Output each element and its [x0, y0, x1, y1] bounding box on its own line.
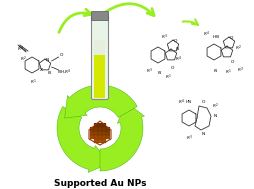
Bar — [106, 131, 109, 135]
Text: $R^2$: $R^2$ — [234, 43, 241, 53]
Bar — [90, 135, 94, 139]
Text: N: N — [45, 58, 49, 62]
Bar — [98, 123, 102, 127]
Text: HN: HN — [185, 100, 191, 104]
Text: $R^4$: $R^4$ — [174, 54, 181, 64]
Text: O: O — [200, 100, 204, 104]
Bar — [94, 40, 105, 55]
Text: X: X — [39, 68, 42, 72]
Bar — [106, 135, 109, 139]
Bar — [90, 131, 94, 135]
Text: O: O — [170, 66, 173, 70]
Text: N: N — [213, 114, 216, 118]
Text: $N$: $N$ — [47, 68, 52, 75]
Bar — [98, 139, 102, 143]
Bar — [102, 127, 106, 131]
Text: O: O — [228, 36, 232, 40]
Text: $R^1$: $R^1$ — [224, 67, 230, 77]
Text: N: N — [201, 132, 204, 136]
Text: $N$: $N$ — [175, 46, 180, 53]
Text: $R^3$: $R^3$ — [17, 44, 23, 54]
Bar — [102, 131, 106, 135]
Text: $R^3$: $R^3$ — [160, 32, 167, 42]
Polygon shape — [57, 106, 109, 172]
Text: $NH$-$R^4$: $NH$-$R^4$ — [57, 67, 72, 77]
Text: $R^4$: $R^4$ — [202, 29, 209, 39]
Bar — [94, 131, 98, 135]
Bar — [94, 135, 98, 139]
FancyBboxPatch shape — [91, 15, 108, 99]
Text: Supported Au NPs: Supported Au NPs — [54, 178, 146, 187]
Bar — [106, 127, 109, 131]
Bar — [94, 123, 98, 127]
Text: $N$: $N$ — [157, 70, 162, 77]
Polygon shape — [65, 85, 137, 118]
Text: $R^4$: $R^4$ — [177, 97, 184, 107]
Polygon shape — [100, 102, 144, 171]
Bar — [94, 139, 98, 143]
Bar — [102, 135, 106, 139]
Text: $R^3$: $R^3$ — [145, 66, 152, 76]
Text: $R^2$: $R^2$ — [211, 101, 217, 111]
Text: O: O — [60, 53, 63, 57]
Text: $R^1$: $R^1$ — [29, 77, 36, 87]
Text: $N$: $N$ — [213, 67, 218, 74]
FancyBboxPatch shape — [91, 12, 108, 20]
Bar — [94, 127, 98, 131]
Text: $HN$: $HN$ — [211, 33, 219, 40]
Text: O: O — [173, 39, 176, 43]
Bar — [98, 135, 102, 139]
Text: $R^3$: $R^3$ — [236, 65, 242, 75]
Bar — [98, 127, 102, 131]
Bar — [90, 127, 94, 131]
Text: O: O — [229, 60, 233, 64]
Text: $R^1$: $R^1$ — [164, 72, 171, 82]
Bar — [102, 139, 106, 143]
Bar — [94, 55, 105, 98]
Text: $R^3$: $R^3$ — [185, 133, 192, 143]
Text: $R^2$: $R^2$ — [20, 54, 26, 64]
Bar — [98, 131, 102, 135]
Bar — [102, 123, 106, 127]
